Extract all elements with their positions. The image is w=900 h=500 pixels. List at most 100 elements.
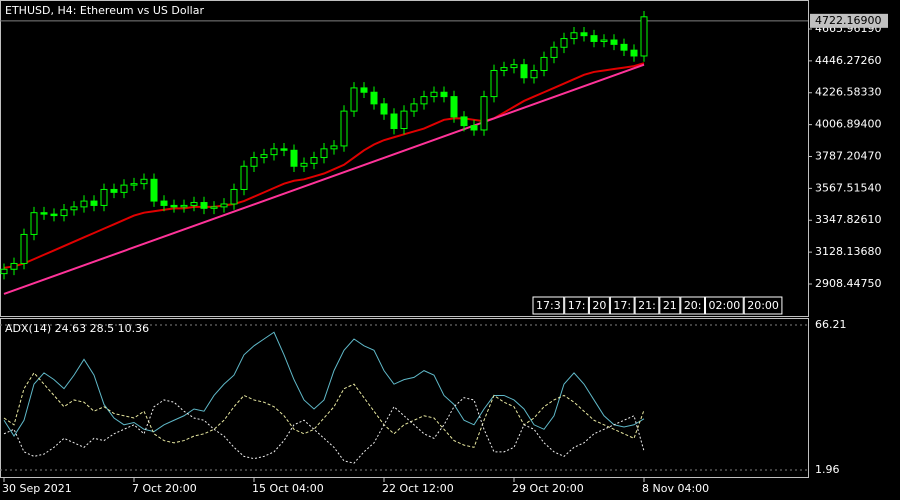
candle-body — [390, 113, 398, 130]
candle-body — [160, 200, 168, 206]
candle-body — [340, 110, 348, 147]
x-tick-label: 15 Oct 04:00 — [252, 482, 324, 495]
indicator-frame — [0, 318, 809, 478]
time-tag-box — [743, 296, 783, 315]
x-tick-label: 7 Oct 20:00 — [132, 482, 197, 495]
time-tag: 20 — [592, 299, 606, 312]
time-tag: 17: — [568, 299, 586, 312]
time-tag-box — [634, 296, 660, 315]
overlay-line — [3, 63, 645, 295]
time-tag: 02:00 — [709, 299, 741, 312]
overlay-line — [3, 62, 645, 269]
candle-body — [630, 49, 638, 57]
time-tag: 17: — [613, 299, 631, 312]
candle-body — [620, 43, 628, 51]
candle-body — [520, 64, 528, 79]
time-tag: 20:00 — [747, 299, 779, 312]
candle-body — [220, 203, 228, 208]
candle-body — [550, 46, 558, 58]
candle-body — [490, 69, 498, 98]
candle-body — [20, 233, 28, 264]
candle-body — [590, 35, 598, 42]
time-tag-box — [659, 296, 681, 315]
candle-body — [40, 212, 48, 215]
y-tick-label: 4006.89400 — [815, 118, 881, 131]
candle-body — [430, 91, 438, 98]
candle-body — [470, 125, 478, 131]
candle-body — [270, 148, 278, 156]
minus-di-value: 10.36 — [118, 322, 150, 335]
candle-body — [640, 16, 648, 57]
indicator-name: ADX(14) — [5, 322, 51, 335]
candle-body — [450, 96, 458, 118]
candle-body — [310, 157, 318, 164]
candle-body — [460, 116, 468, 127]
candle-body — [330, 145, 338, 150]
candle-body — [560, 38, 568, 48]
current-price-label: 4722.16900 — [815, 14, 881, 27]
candle-body — [180, 204, 188, 208]
time-tag-box — [609, 296, 635, 315]
candle-body — [280, 148, 288, 151]
time-tag-box — [680, 296, 706, 315]
candle-body — [150, 178, 158, 202]
candle-body — [610, 39, 618, 45]
candle-body — [190, 202, 198, 206]
candle-body — [440, 91, 448, 98]
candle-body — [120, 184, 128, 193]
candle-body — [500, 67, 508, 71]
candle-body — [600, 39, 608, 42]
candle-body — [110, 188, 118, 193]
candle-body — [250, 157, 258, 167]
candle-body — [210, 206, 218, 209]
candle-body — [200, 202, 208, 209]
candle-body — [60, 209, 68, 217]
candle-body — [400, 110, 408, 130]
candle-body — [420, 96, 428, 105]
candle-body — [370, 91, 378, 105]
candle-body — [70, 206, 78, 211]
candle-body — [230, 188, 238, 205]
candle-body — [320, 148, 328, 159]
candle-body — [140, 178, 148, 185]
time-tag-box — [564, 296, 589, 315]
adx-value: 24.63 — [55, 322, 87, 335]
main-frame — [0, 0, 809, 317]
candle-body — [580, 32, 588, 37]
y-tick-label: 4226.58330 — [815, 86, 881, 99]
indicator-line — [3, 397, 645, 464]
candle-body — [380, 103, 388, 115]
candle-body — [240, 165, 248, 190]
y-tick-label: 3347.82610 — [815, 213, 881, 226]
y-tick-label: 2908.44750 — [815, 277, 881, 290]
candle-body — [50, 213, 58, 217]
indicator-label: ADX(14) 24.63 28.5 10.36 — [5, 322, 149, 335]
candle-body — [480, 96, 488, 131]
time-tag-box — [588, 296, 610, 315]
candle-body — [510, 64, 518, 69]
indicator-tick-label: 66.21 — [815, 318, 847, 331]
x-tick-label: 22 Oct 12:00 — [382, 482, 454, 495]
current-price-box — [810, 13, 888, 28]
time-tag: 21 — [663, 299, 677, 312]
indicator-line — [3, 331, 645, 437]
x-tick-label: 8 Nov 04:00 — [642, 482, 709, 495]
candle-body — [90, 200, 98, 206]
candle-body — [10, 262, 18, 270]
time-tag-box — [705, 296, 744, 315]
candle-body — [350, 87, 358, 112]
candle-body — [570, 32, 578, 40]
candle-body — [290, 149, 298, 167]
indicator-line — [3, 372, 645, 448]
y-tick-label: 3567.51540 — [815, 181, 881, 194]
time-tag: 20: — [684, 299, 702, 312]
plus-di-value: 28.5 — [90, 322, 115, 335]
chart-title: ETHUSD, H4: Ethereum vs US Dollar — [5, 4, 204, 17]
candle-body — [170, 204, 178, 208]
x-tick-label: 30 Sep 2021 — [2, 482, 72, 495]
y-tick-label: 3787.20470 — [815, 149, 881, 162]
time-tag-box — [532, 296, 565, 315]
candle-body — [260, 154, 268, 159]
